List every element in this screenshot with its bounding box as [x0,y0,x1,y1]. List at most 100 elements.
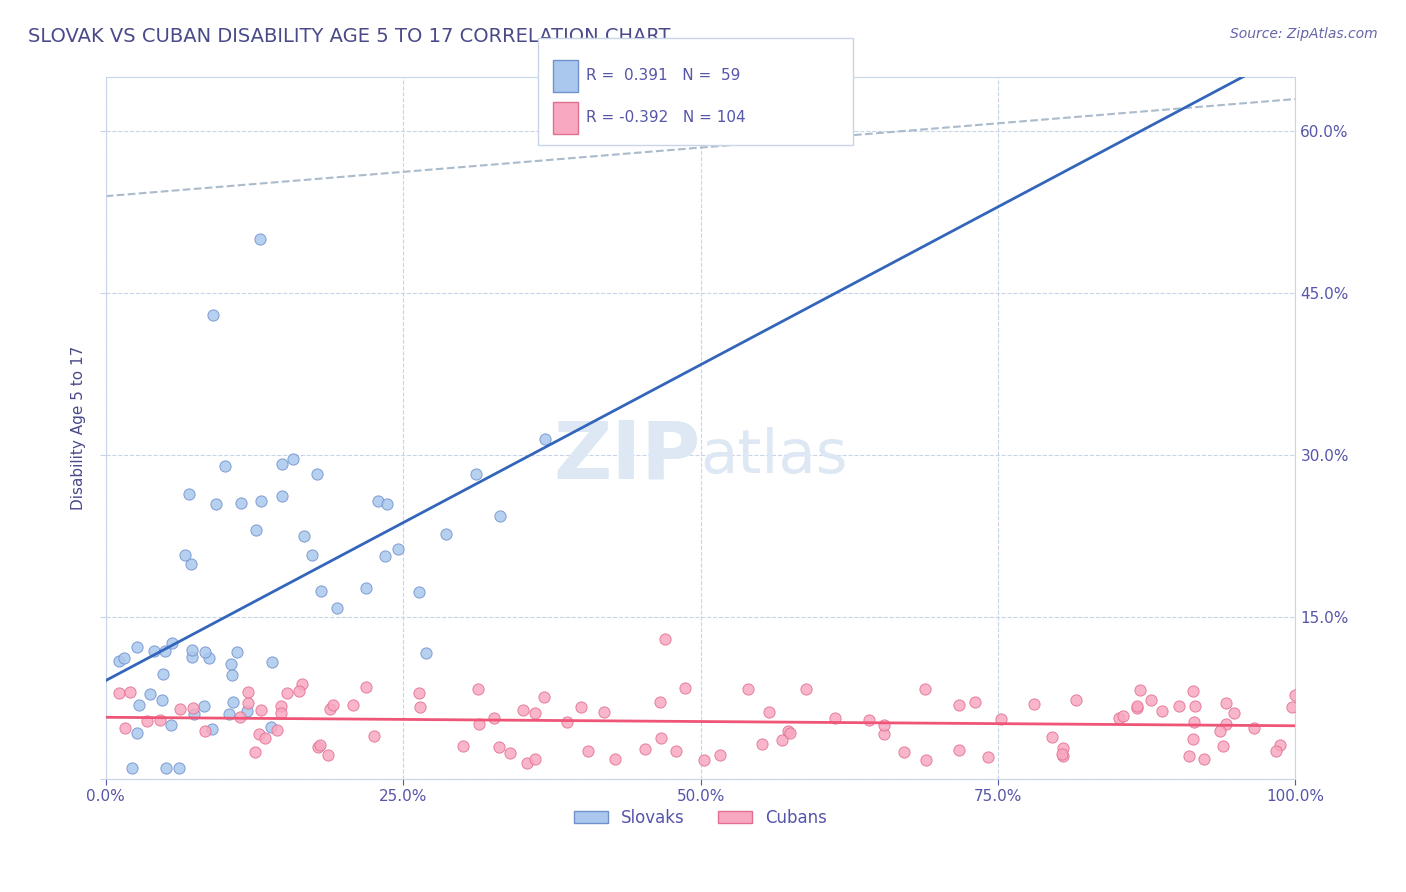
Point [648,695,671,709]
Point [434,527,457,541]
Point [751,737,773,751]
Point [153,644,176,658]
Point [181,701,204,715]
Point [356,681,378,695]
Point [125,726,148,740]
Point [222,695,245,709]
Point [143,644,166,658]
Point [374,549,396,563]
Point [914,753,936,767]
Point [488,509,510,524]
Point [128,698,150,712]
Point [1208,724,1230,739]
Point [650,731,672,745]
Point [271,489,294,503]
Point [225,645,247,659]
Point [253,731,276,745]
Point [1243,721,1265,735]
Point [260,656,283,670]
Point [1108,710,1130,724]
Point [155,761,177,775]
Point [593,705,616,719]
Point [114,721,136,735]
Point [948,743,970,757]
Point [325,600,347,615]
Point [451,739,474,754]
Point [1192,752,1215,766]
Point [181,649,204,664]
Point [1181,732,1204,747]
Point [250,703,273,717]
Text: R =  0.391   N =  59: R = 0.391 N = 59 [586,69,741,83]
Point [467,681,489,696]
Point [665,744,688,758]
Point [779,726,801,740]
Point [108,686,131,700]
Point [214,458,236,473]
Point [307,739,329,754]
Point [179,487,201,501]
Point [758,705,780,719]
Point [218,706,240,721]
Point [512,703,534,717]
Point [322,698,344,712]
Point [292,529,315,543]
Point [201,308,224,322]
Point [794,682,817,697]
Point [205,497,228,511]
Point [1215,717,1237,731]
Point [367,494,389,508]
Point [319,702,342,716]
Point [139,687,162,701]
Point [1125,700,1147,714]
Point [654,632,676,646]
Point [125,640,148,654]
Text: Source: ZipAtlas.com: Source: ZipAtlas.com [1230,27,1378,41]
Point [576,744,599,758]
Text: R = -0.392   N = 104: R = -0.392 N = 104 [586,111,747,125]
Point [1064,693,1087,707]
Point [893,745,915,759]
Point [1212,739,1234,753]
Point [605,752,627,766]
Point [193,698,215,713]
Point [219,657,242,672]
Point [243,745,266,759]
Point [375,497,398,511]
Point [301,548,323,562]
Point [408,585,430,599]
Legend: Slovaks, Cubans: Slovaks, Cubans [568,803,834,834]
Point [516,756,538,771]
Point [1167,699,1189,714]
Point [633,742,655,756]
Point [709,747,731,762]
Point [160,636,183,650]
Point [180,557,202,571]
Point [1050,747,1073,761]
Point [173,548,195,562]
Point [1223,706,1246,721]
Point [291,677,314,691]
Point [408,699,430,714]
Point [1270,738,1292,752]
Point [270,706,292,720]
Point [858,713,880,727]
Point [1112,708,1135,723]
Point [287,684,309,698]
Point [415,646,437,660]
Point [152,667,174,681]
Point [309,583,332,598]
Point [914,682,936,697]
Point [194,723,217,738]
Point [1281,699,1303,714]
Point [948,698,970,712]
Point [1182,714,1205,729]
Point [271,457,294,471]
Point [160,718,183,732]
Point [260,720,283,734]
Point [963,695,986,709]
Point [149,714,172,728]
Point [363,729,385,743]
Point [1126,698,1149,713]
Point [247,727,270,741]
